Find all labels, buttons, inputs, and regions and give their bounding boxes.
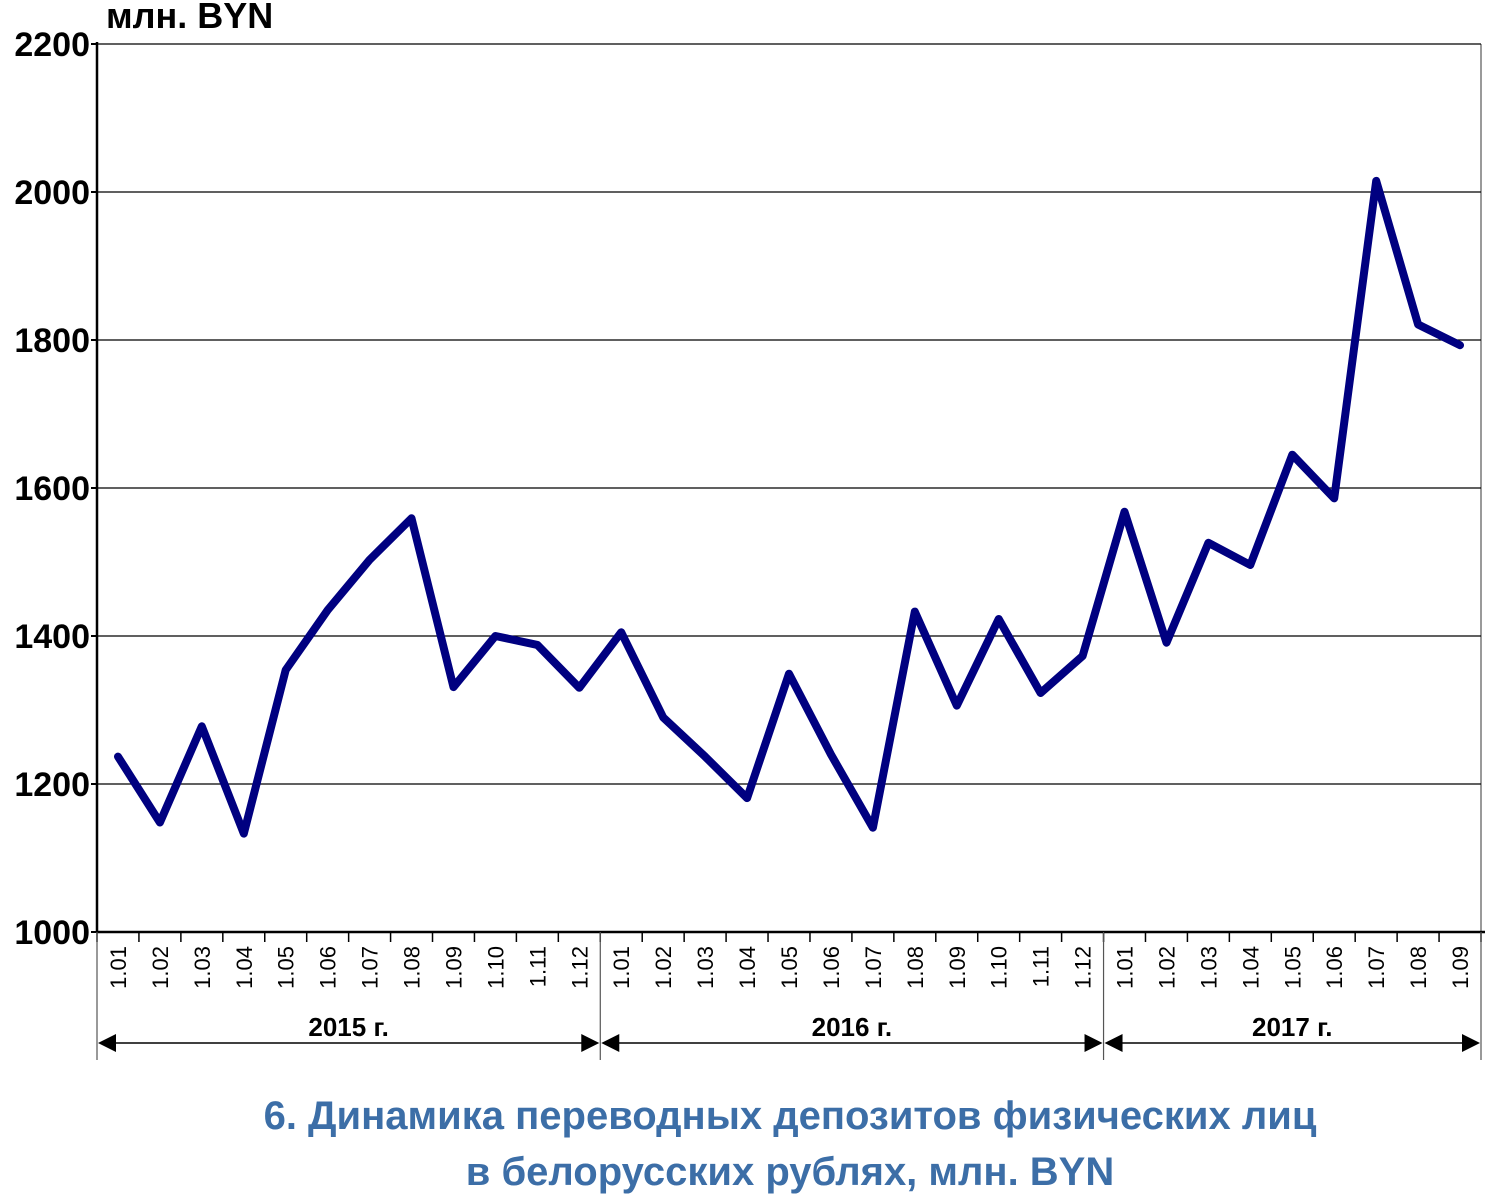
year-label: 2016 г. [812,1012,893,1042]
y-tick-label: 1000 [14,914,90,952]
x-tick-label: 1.03 [190,946,215,989]
year-arrow-right [1462,1034,1480,1052]
data-point [827,750,835,758]
data-point [533,641,541,649]
x-tick-label: 1.09 [945,946,970,989]
data-point [785,670,793,678]
year-label: 2015 г. [308,1012,389,1042]
y-tick-label: 1400 [14,618,90,656]
data-point [114,753,122,761]
data-point [1414,320,1422,328]
x-tick-label: 1.06 [819,946,844,989]
year-label: 2017 г. [1252,1012,1333,1042]
x-tick-label: 1.05 [1280,946,1305,989]
x-tick-label: 1.02 [148,946,173,989]
x-tick-label: 1.06 [1322,946,1347,989]
data-point [869,824,877,832]
data-point [1121,508,1129,516]
y-tick-label: 2200 [14,26,90,64]
data-point [198,722,206,730]
axes [91,42,1485,942]
x-tick-label: 1.07 [358,946,383,989]
data-point [1330,494,1338,502]
data-point [1288,451,1296,459]
x-tick-label: 1.07 [861,946,886,989]
x-tick-label: 1.09 [1448,946,1473,989]
x-tick-label: 1.12 [1071,946,1096,989]
x-tick-label: 1.07 [1364,946,1389,989]
x-tick-label: 1.11 [1029,946,1054,987]
data-point [449,683,457,691]
y-tick-labels: 1000 1200 1400 1600 1800 2000 2200 [14,26,90,952]
data-point [575,684,583,692]
data-point [1372,177,1380,185]
data-point [995,615,1003,623]
caption-line-2: в белорусских рублях, млн. BYN [465,1150,1115,1194]
year-arrow-right [581,1034,600,1052]
series-layer [114,176,1464,838]
y-tick-label: 2000 [14,174,90,212]
data-point [617,628,625,636]
x-tick-label: 1.03 [1196,946,1221,989]
year-arrow-right [1084,1034,1103,1052]
y-axis-unit-label: млн. BYN [106,0,274,36]
caption-line-1: 6. Динамика переводных депозитов физичес… [263,1094,1317,1138]
x-tick-label: 1.08 [1406,946,1431,989]
x-tick-label: 1.03 [693,946,718,989]
grid-lines [97,43,1482,932]
x-tick-label: 1.02 [651,946,676,989]
data-point [366,556,374,564]
data-point [1162,639,1170,647]
x-tick-label: 1.01 [106,946,131,989]
x-tick-label: 1.04 [1238,946,1263,989]
chart-caption: 6. Динамика переводных депозитов физичес… [0,1088,1488,1200]
x-tick-label: 1.06 [316,946,341,989]
x-tick-label: 1.08 [903,946,928,989]
x-tick-label: 1.10 [483,946,508,989]
data-point [1456,341,1464,349]
data-point [408,514,416,522]
data-point [911,608,919,616]
y-tick-label: 1200 [14,766,90,804]
data-point [701,753,709,761]
x-tick-label: 1.01 [609,946,634,989]
data-point [1204,539,1212,547]
x-tick-label: 1.10 [987,946,1012,989]
data-point [240,830,248,838]
x-tick-label: 1.05 [274,946,299,989]
x-tick-label: 1.08 [400,946,425,989]
data-point [659,713,667,721]
x-tick-label: 1.09 [441,946,466,989]
x-tick-label: 1.12 [567,946,592,989]
x-tick-label: 1.05 [777,946,802,989]
x-tick-label: 1.11 [525,946,550,987]
data-point [1079,652,1087,660]
x-tick-label: 1.04 [735,946,760,989]
year-groups: 2015 г. 2016 г. 2017 г. [96,932,1482,1060]
data-point [156,818,164,826]
data-point [491,632,499,640]
data-point [282,666,290,674]
y-tick-label: 1800 [14,322,90,360]
series-line [114,176,1464,838]
data-point [1037,689,1045,697]
x-tick-label: 1.02 [1154,946,1179,989]
year-arrow-left [1104,1034,1123,1052]
year-arrow-left [98,1034,116,1052]
x-tick-label: 1.04 [232,946,257,989]
y-tick-label: 1600 [14,470,90,508]
data-point [953,702,961,710]
x-tick-label: 1.01 [1113,946,1138,989]
data-point [324,606,332,614]
year-arrow-left [601,1034,620,1052]
x-tick-labels: 1.01 1.02 1.03 1.04 1.05 1.06 1.07 1.08 1.09 1.10… [106,946,1473,989]
data-point [1246,561,1254,569]
data-point [743,794,751,802]
